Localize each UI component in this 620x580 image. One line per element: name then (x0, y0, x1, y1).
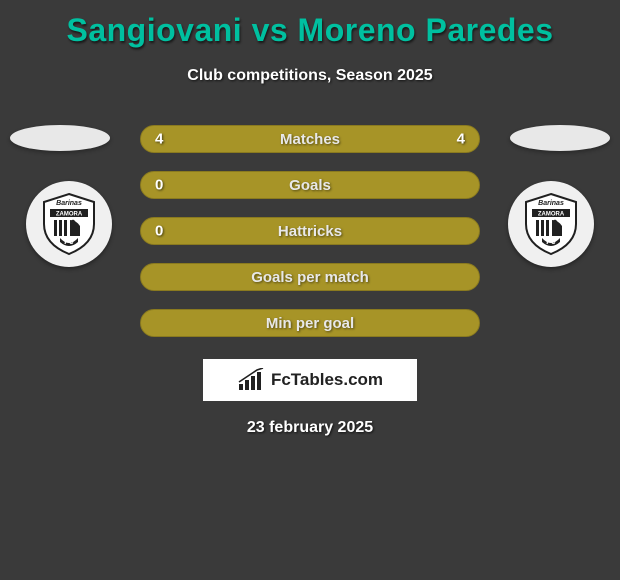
stat-label: Min per goal (266, 315, 354, 332)
stat-label: Goals per match (251, 269, 369, 286)
stat-left-value: 0 (155, 223, 163, 240)
stat-label: Matches (280, 131, 340, 148)
club-badge-right: Barinas ZAMORA Fc (508, 181, 594, 267)
svg-text:Fc: Fc (546, 237, 556, 246)
stat-left-value: 4 (155, 131, 163, 148)
stat-left-value: 0 (155, 177, 163, 194)
player-photo-right-placeholder (510, 125, 610, 151)
shield-icon: Barinas ZAMORA Fc (522, 192, 580, 256)
fctables-attribution: FcTables.com (203, 359, 417, 401)
stat-row-goals-per-match: Goals per match (140, 263, 480, 291)
stat-right-value: 4 (457, 131, 465, 148)
comparison-date: 23 february 2025 (0, 419, 620, 437)
player-photo-left-placeholder (10, 125, 110, 151)
comparison-subtitle: Club competitions, Season 2025 (0, 67, 620, 85)
svg-text:ZAMORA: ZAMORA (538, 212, 565, 218)
stat-rows: 4 Matches 4 0 Goals 0 Hattricks Goals pe… (140, 125, 480, 337)
comparison-title: Sangiovani vs Moreno Paredes (0, 0, 620, 49)
svg-text:Barinas: Barinas (538, 200, 564, 207)
stat-row-matches: 4 Matches 4 (140, 125, 480, 153)
fctables-text: FcTables.com (271, 370, 383, 390)
stat-row-goals: 0 Goals (140, 171, 480, 199)
stat-label: Hattricks (278, 223, 342, 240)
badge-top-text: Barinas (56, 200, 82, 207)
badge-bottom-text: Fc (64, 237, 74, 246)
fctables-logo-icon (237, 368, 265, 392)
badge-mid-text: ZAMORA (56, 212, 83, 218)
stat-row-min-per-goal: Min per goal (140, 309, 480, 337)
stat-row-hattricks: 0 Hattricks (140, 217, 480, 245)
club-badge-left: Barinas ZAMORA Fc (26, 181, 112, 267)
stat-label: Goals (289, 177, 331, 194)
comparison-content: Barinas ZAMORA Fc Barinas ZAMORA Fc (0, 125, 620, 437)
shield-icon: Barinas ZAMORA Fc (40, 192, 98, 256)
